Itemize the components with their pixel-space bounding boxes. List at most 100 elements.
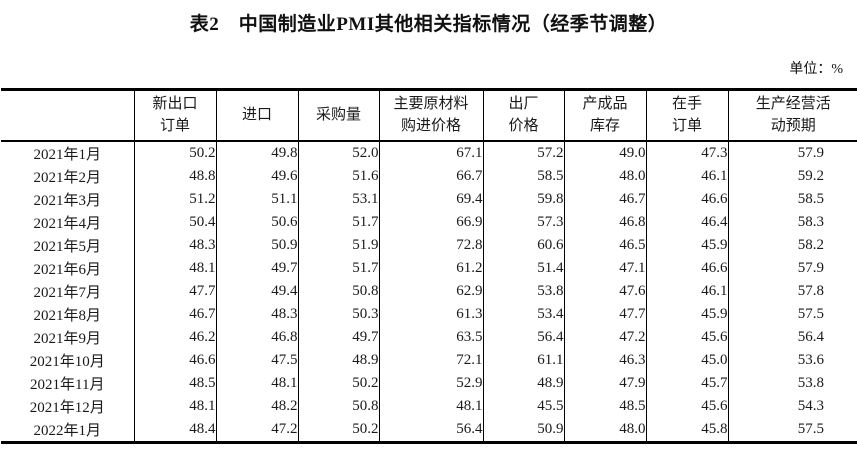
value-cell: 48.3 [215,303,298,326]
month-cell: 2021年12月 [29,400,105,416]
column-header: 新出口 订单 [133,89,216,142]
value-cell: 46.2 [133,326,216,349]
pmi-indicators-table: 新出口 订单 进口 采购量 主要原材料 购进价格 出厂 价格 产成品 库存 在手 订单 生产经… [1,88,857,444]
value-cell: 50.3 [297,303,379,326]
value-cell: 46.8 [563,211,646,234]
column-header: 生产经营活 动预期 [727,89,857,142]
value-cell: 47.7 [563,303,646,326]
value-cell: 54.3 [727,395,857,418]
unit-label: 单位：% [789,62,843,77]
month-cell: 2021年7月 [33,285,101,301]
value-cell: 46.7 [133,303,216,326]
table-row: 2021年5月 48.3 50.9 51.9 72.8 60.6 46.5 45.9 58.2 [1,234,857,257]
value-cell: 53.6 [727,349,857,372]
value-cell: 49.8 [215,141,298,165]
table-row: 2021年11月 48.5 48.1 50.2 52.9 48.9 47.9 45.7 53.8 [1,372,857,395]
table-row: 2021年8月 46.7 48.3 50.3 61.3 53.4 47.7 45.9 57.5 [1,303,857,326]
table-row: 2021年2月 48.8 49.6 51.6 66.7 58.5 48.0 46.1 59.2 [1,165,857,188]
value-cell: 46.5 [563,234,646,257]
value-cell: 46.1 [645,280,728,303]
column-header: 进口 [215,89,298,142]
value-cell: 46.1 [645,165,728,188]
month-cell: 2022年1月 [33,423,101,439]
value-cell: 47.9 [563,372,646,395]
table-row: 2021年6月 48.1 49.7 51.7 61.2 51.4 47.1 46.6 57.9 [1,257,857,280]
value-cell: 48.1 [133,257,216,280]
value-cell: 57.3 [482,211,564,234]
table-row: 2021年1月 50.2 49.8 52.0 67.1 57.2 49.0 47.3 57.9 [1,141,857,165]
value-cell: 53.8 [482,280,564,303]
month-cell: 2021年11月 [30,377,105,393]
value-cell: 53.1 [297,188,379,211]
month-cell: 2021年2月 [33,170,101,186]
value-cell: 56.4 [378,418,483,443]
value-cell: 48.8 [133,165,216,188]
value-cell: 50.2 [297,372,379,395]
value-cell: 72.1 [378,349,483,372]
value-cell: 47.6 [563,280,646,303]
month-cell: 2021年3月 [33,193,101,209]
page-title: 表2 中国制造业PMI其他相关指标情况（经季节调整） [189,14,668,35]
value-cell: 48.0 [563,418,646,443]
value-cell: 48.1 [215,372,298,395]
value-cell: 50.6 [215,211,298,234]
column-header: 在手 订单 [645,89,728,142]
value-cell: 46.7 [563,188,646,211]
value-cell: 48.5 [133,372,216,395]
table-row: 2022年1月 48.4 47.2 50.2 56.4 50.9 48.0 45.8 57.5 [1,418,857,443]
value-cell: 45.6 [645,395,728,418]
month-cell: 2021年5月 [33,239,101,255]
table-row: 2021年12月 48.1 48.2 50.8 48.1 45.5 48.5 45.6 54.3 [1,395,857,418]
value-cell: 52.9 [378,372,483,395]
value-cell: 47.1 [563,257,646,280]
value-cell: 58.5 [482,165,564,188]
month-cell: 2021年6月 [33,262,101,278]
value-cell: 48.5 [563,395,646,418]
value-cell: 49.7 [215,257,298,280]
value-cell: 51.1 [215,188,298,211]
value-cell: 48.9 [297,349,379,372]
month-cell: 2021年9月 [33,331,101,347]
table-header: 新出口 订单 进口 采购量 主要原材料 购进价格 出厂 价格 产成品 库存 在手 订单 生产经… [1,89,857,142]
value-cell: 48.1 [378,395,483,418]
value-cell: 58.3 [727,211,857,234]
column-header: 出厂 价格 [482,89,564,142]
value-cell: 67.1 [378,141,483,165]
value-cell: 51.7 [297,211,379,234]
value-cell: 45.5 [482,395,564,418]
value-cell: 53.4 [482,303,564,326]
table-row: 2021年10月 46.6 47.5 48.9 72.1 61.1 46.3 45.0 53.6 [1,349,857,372]
value-cell: 50.9 [215,234,298,257]
value-cell: 50.9 [482,418,564,443]
month-cell: 2021年10月 [29,354,105,370]
value-cell: 45.7 [645,372,728,395]
value-cell: 59.8 [482,188,564,211]
value-cell: 69.4 [378,188,483,211]
value-cell: 66.9 [378,211,483,234]
value-cell: 46.8 [215,326,298,349]
value-cell: 51.9 [297,234,379,257]
value-cell: 57.5 [727,418,857,443]
value-cell: 47.5 [215,349,298,372]
value-cell: 61.3 [378,303,483,326]
value-cell: 57.8 [727,280,857,303]
value-cell: 45.9 [645,303,728,326]
value-cell: 57.2 [482,141,564,165]
value-cell: 49.6 [215,165,298,188]
value-cell: 66.7 [378,165,483,188]
column-header: 主要原材料 购进价格 [378,89,483,142]
value-cell: 47.3 [645,141,728,165]
value-cell: 47.2 [215,418,298,443]
value-cell: 48.4 [133,418,216,443]
value-cell: 48.1 [133,395,216,418]
value-cell: 52.0 [297,141,379,165]
value-cell: 50.4 [133,211,216,234]
value-cell: 46.3 [563,349,646,372]
column-header: 采购量 [297,89,379,142]
value-cell: 45.0 [645,349,728,372]
value-cell: 48.0 [563,165,646,188]
month-cell: 2021年4月 [33,216,101,232]
value-cell: 50.8 [297,395,379,418]
table-body: 2021年1月 50.2 49.8 52.0 67.1 57.2 49.0 47.3 57.9 2… [1,141,857,443]
